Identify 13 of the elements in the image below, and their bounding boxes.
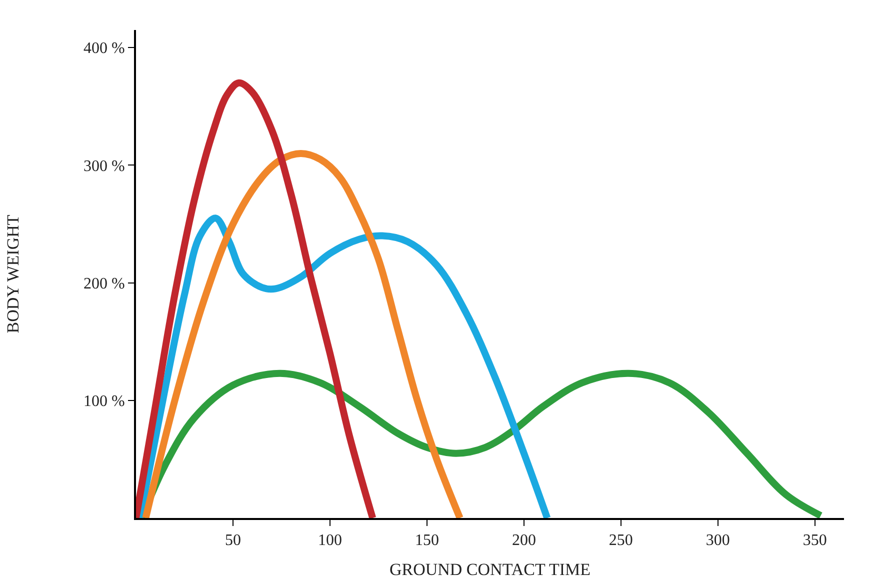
x-tick-label: 300: [706, 532, 730, 550]
y-axis-title: BODY WEIGHT: [4, 214, 23, 334]
y-tick-label: 200 %: [83, 275, 125, 292]
x-tick-label: 50: [224, 532, 241, 550]
x-tick-label: 250: [608, 532, 633, 550]
x-tick-label: 100: [318, 532, 342, 550]
y-tick-label: 100 %: [83, 393, 125, 410]
y-tick-label: 400 %: [83, 40, 125, 58]
x-tick-label: 350: [802, 532, 827, 550]
x-axis-title: GROUND CONTACT TIME: [389, 560, 591, 580]
x-tick-label: 150: [414, 532, 439, 550]
y-tick-label: 300 %: [83, 158, 125, 175]
x-tick-label: 200: [512, 532, 536, 550]
